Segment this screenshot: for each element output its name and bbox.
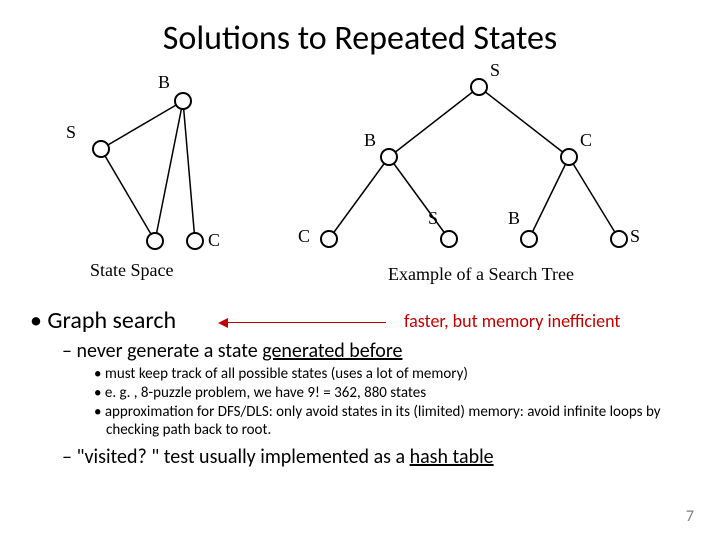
graph-node [146,232,164,250]
arrow-line [226,322,386,323]
node-label: C [580,130,592,151]
node-label: C [298,226,310,247]
b2b-pre: – "visited? " test usually implemented a… [62,445,410,469]
bullet-never-generate: – never generate a state generated befor… [62,339,690,363]
node-label: C [208,230,220,251]
slide-title: Solutions to Repeated States [0,0,720,59]
bullet-track-states: • must keep track of all possible states… [94,365,690,383]
graph-node [380,148,398,166]
node-label: S [490,60,500,81]
graph-node [186,232,204,250]
b2a-ul: generated before [262,339,402,363]
graph-node [174,92,192,110]
annotation-arrow [218,313,398,333]
node-label: B [364,130,376,151]
bullet-8puzzle: • e. g. , 8-puzzle problem, we have 9! =… [94,384,690,402]
tree-caption: Example of a Search Tree [388,264,574,285]
b2b-ul: hash table [410,445,494,469]
bullet-approx-dfs: • approximation for DFS/DLS: only avoid … [94,403,690,439]
graph-node [610,230,628,248]
node-label: B [158,72,170,93]
diagram-area: State Space Example of a Search Tree S B C… [0,58,720,288]
graph-node [520,230,538,248]
node-label: S [428,208,438,229]
graph-node [470,78,488,96]
state-space-caption: State Space [90,260,173,281]
annotation-text: faster, but memory inefficient [404,310,620,332]
arrow-head-icon [218,318,228,328]
graph-node [440,230,458,248]
page-number: 7 [686,507,694,526]
graph-node [560,148,578,166]
node-label: S [66,122,76,143]
graph-node [92,140,110,158]
node-label: B [508,208,520,229]
edges-svg [0,58,720,288]
graph-node [320,230,338,248]
node-label: S [630,226,640,247]
b2a-pre: – never generate a state [62,339,262,363]
bullet-visited-test: – "visited? " test usually implemented a… [62,445,690,469]
